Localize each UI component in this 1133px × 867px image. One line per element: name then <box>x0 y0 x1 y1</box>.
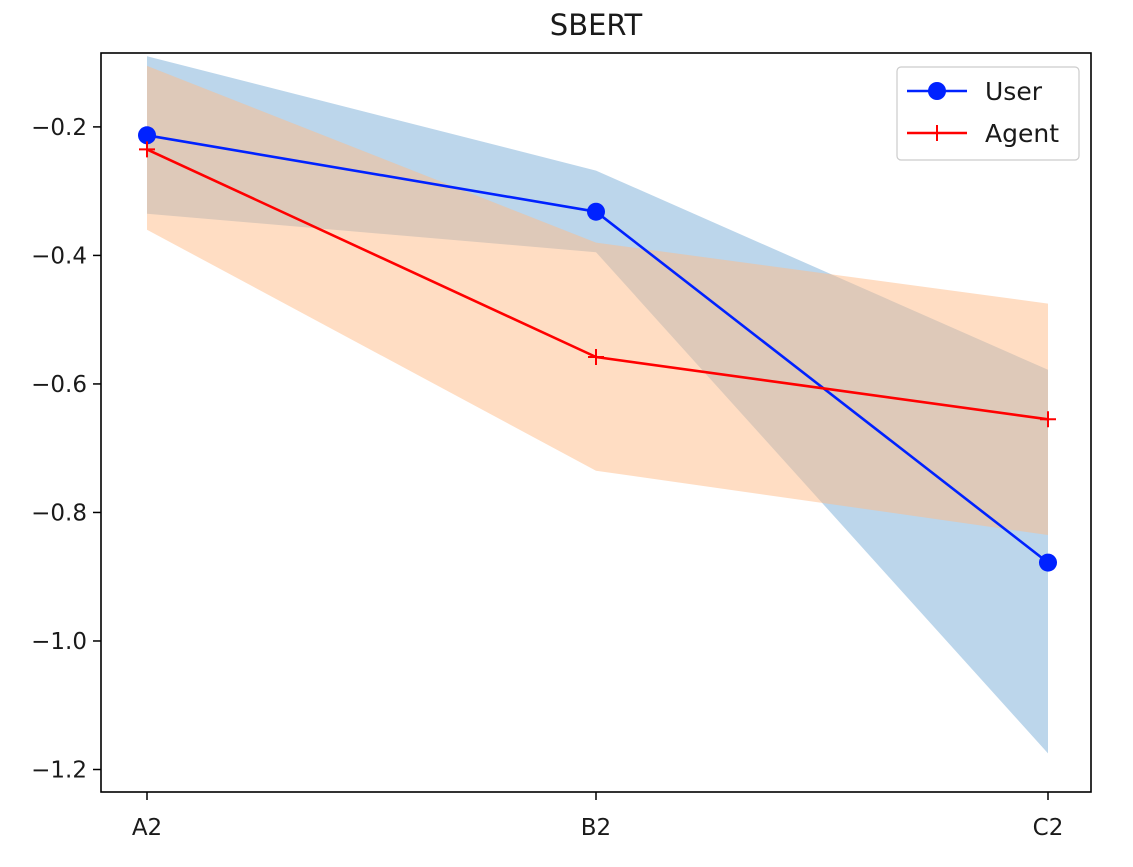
legend-marker-agent <box>929 125 945 141</box>
x-tick-label: A2 <box>132 815 162 841</box>
point-user-a2 <box>138 126 156 145</box>
point-agent-c2 <box>1040 411 1056 428</box>
y-tick-label: −0.2 <box>31 115 87 141</box>
point-user-c2 <box>1039 553 1057 572</box>
x-tick-label: B2 <box>581 815 611 841</box>
legend-label-user: User <box>985 77 1043 106</box>
y-tick-label: −1.2 <box>31 758 87 784</box>
y-axis: −1.2 −1.0 −0.8 −0.6 −0.4 −0.2 <box>31 115 101 784</box>
chart-title: SBERT <box>550 8 643 42</box>
y-tick-label: −1.0 <box>31 629 87 655</box>
point-agent-b2 <box>588 348 604 365</box>
point-user-b2 <box>587 202 605 221</box>
legend-label-agent: Agent <box>985 119 1059 148</box>
x-tick-label: C2 <box>1033 815 1064 841</box>
x-axis: A2 B2 C2 <box>132 792 1064 841</box>
y-tick-label: −0.8 <box>31 500 87 526</box>
band-agent <box>147 65 1048 536</box>
y-tick-label: −0.6 <box>31 372 87 398</box>
series-markers <box>138 126 1057 572</box>
point-agent-a2 <box>139 141 155 158</box>
y-tick-label: −0.4 <box>31 243 87 269</box>
legend-marker-user <box>928 82 946 100</box>
confidence-bands <box>147 56 1048 754</box>
legend: User Agent <box>896 66 1080 161</box>
